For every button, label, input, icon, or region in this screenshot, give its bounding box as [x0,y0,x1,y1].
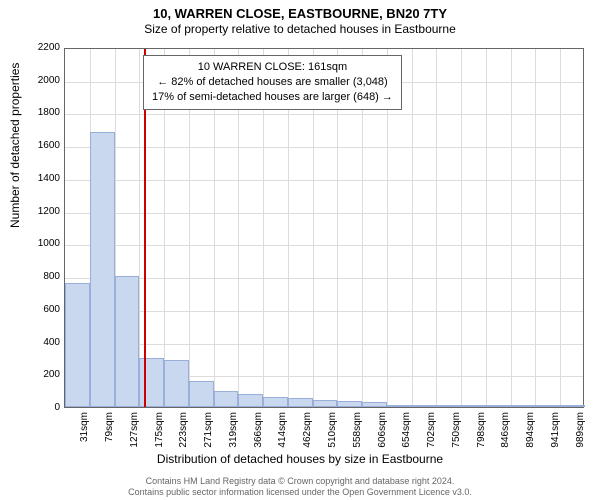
x-tick-label: 175sqm [154,412,165,462]
gridline-v [412,49,413,407]
histogram-bar [263,397,288,407]
footer-line-2: Contains public sector information licen… [0,487,600,498]
gridline-h [65,344,583,345]
y-tick-label: 800 [26,271,60,282]
x-tick-label: 558sqm [352,412,363,462]
x-tick-label: 846sqm [500,412,511,462]
x-tick-label: 941sqm [550,412,561,462]
histogram-bar [362,402,387,407]
x-tick-label: 31sqm [79,412,90,462]
histogram-bar [189,381,214,407]
chart-title: 10, WARREN CLOSE, EASTBOURNE, BN20 7TY [0,0,600,22]
x-tick-label: 462sqm [302,412,313,462]
y-tick-label: 2000 [26,75,60,86]
y-tick-label: 1000 [26,238,60,249]
histogram-bar [164,360,189,407]
footer-line-1: Contains HM Land Registry data © Crown c… [0,476,600,487]
y-tick-label: 600 [26,304,60,315]
x-tick-label: 702sqm [426,412,437,462]
histogram-bar [436,405,461,407]
gridline-h [65,147,583,148]
histogram-bar [65,283,90,407]
y-axis-label: Number of detached properties [8,63,22,228]
x-tick-label: 271sqm [203,412,214,462]
y-tick-label: 400 [26,337,60,348]
chart-container: 10, WARREN CLOSE, EASTBOURNE, BN20 7TY S… [0,0,600,500]
gridline-v [511,49,512,407]
x-tick-label: 989sqm [575,412,586,462]
histogram-bar [486,405,511,407]
gridline-h [65,213,583,214]
y-tick-label: 200 [26,369,60,380]
x-tick-label: 894sqm [525,412,536,462]
y-tick-label: 2200 [26,42,60,53]
histogram-bar [511,405,536,407]
y-tick-label: 1600 [26,140,60,151]
gridline-v [461,49,462,407]
histogram-bar [535,405,560,407]
annotation-line-2: ← 82% of detached houses are smaller (3,… [152,75,393,90]
x-tick-label: 366sqm [253,412,264,462]
chart-subtitle: Size of property relative to detached ho… [0,22,600,37]
gridline-h [65,114,583,115]
annotation-box: 10 WARREN CLOSE: 161sqm ← 82% of detache… [143,55,402,110]
x-tick-label: 319sqm [228,412,239,462]
histogram-bar [90,132,115,407]
plot-area: 10 WARREN CLOSE: 161sqm ← 82% of detache… [64,48,584,408]
gridline-h [65,245,583,246]
histogram-bar [238,394,263,407]
gridline-v [486,49,487,407]
gridline-h [65,278,583,279]
x-tick-label: 654sqm [401,412,412,462]
x-tick-label: 414sqm [277,412,288,462]
histogram-bar [461,405,486,407]
histogram-bar [313,400,338,407]
y-tick-label: 1400 [26,173,60,184]
gridline-v [535,49,536,407]
x-tick-label: 750sqm [451,412,462,462]
gridline-v [560,49,561,407]
x-tick-label: 223sqm [178,412,189,462]
histogram-bar [337,401,362,407]
gridline-h [65,311,583,312]
y-tick-label: 1800 [26,107,60,118]
x-tick-label: 79sqm [104,412,115,462]
x-tick-label: 127sqm [129,412,140,462]
histogram-bar [387,405,412,407]
annotation-line-1: 10 WARREN CLOSE: 161sqm [152,60,393,75]
x-tick-label: 510sqm [327,412,338,462]
histogram-bar [139,358,164,407]
histogram-bar [412,405,437,407]
annotation-line-3: 17% of semi-detached houses are larger (… [152,90,393,105]
gridline-v [436,49,437,407]
x-tick-label: 798sqm [476,412,487,462]
histogram-bar [288,398,313,407]
histogram-bar [214,391,239,407]
x-tick-label: 606sqm [377,412,388,462]
histogram-bar [560,405,585,407]
y-tick-label: 1200 [26,206,60,217]
gridline-h [65,180,583,181]
gridline-v [139,49,140,407]
footer-text: Contains HM Land Registry data © Crown c… [0,476,600,499]
histogram-bar [115,276,140,407]
y-tick-label: 0 [26,402,60,413]
